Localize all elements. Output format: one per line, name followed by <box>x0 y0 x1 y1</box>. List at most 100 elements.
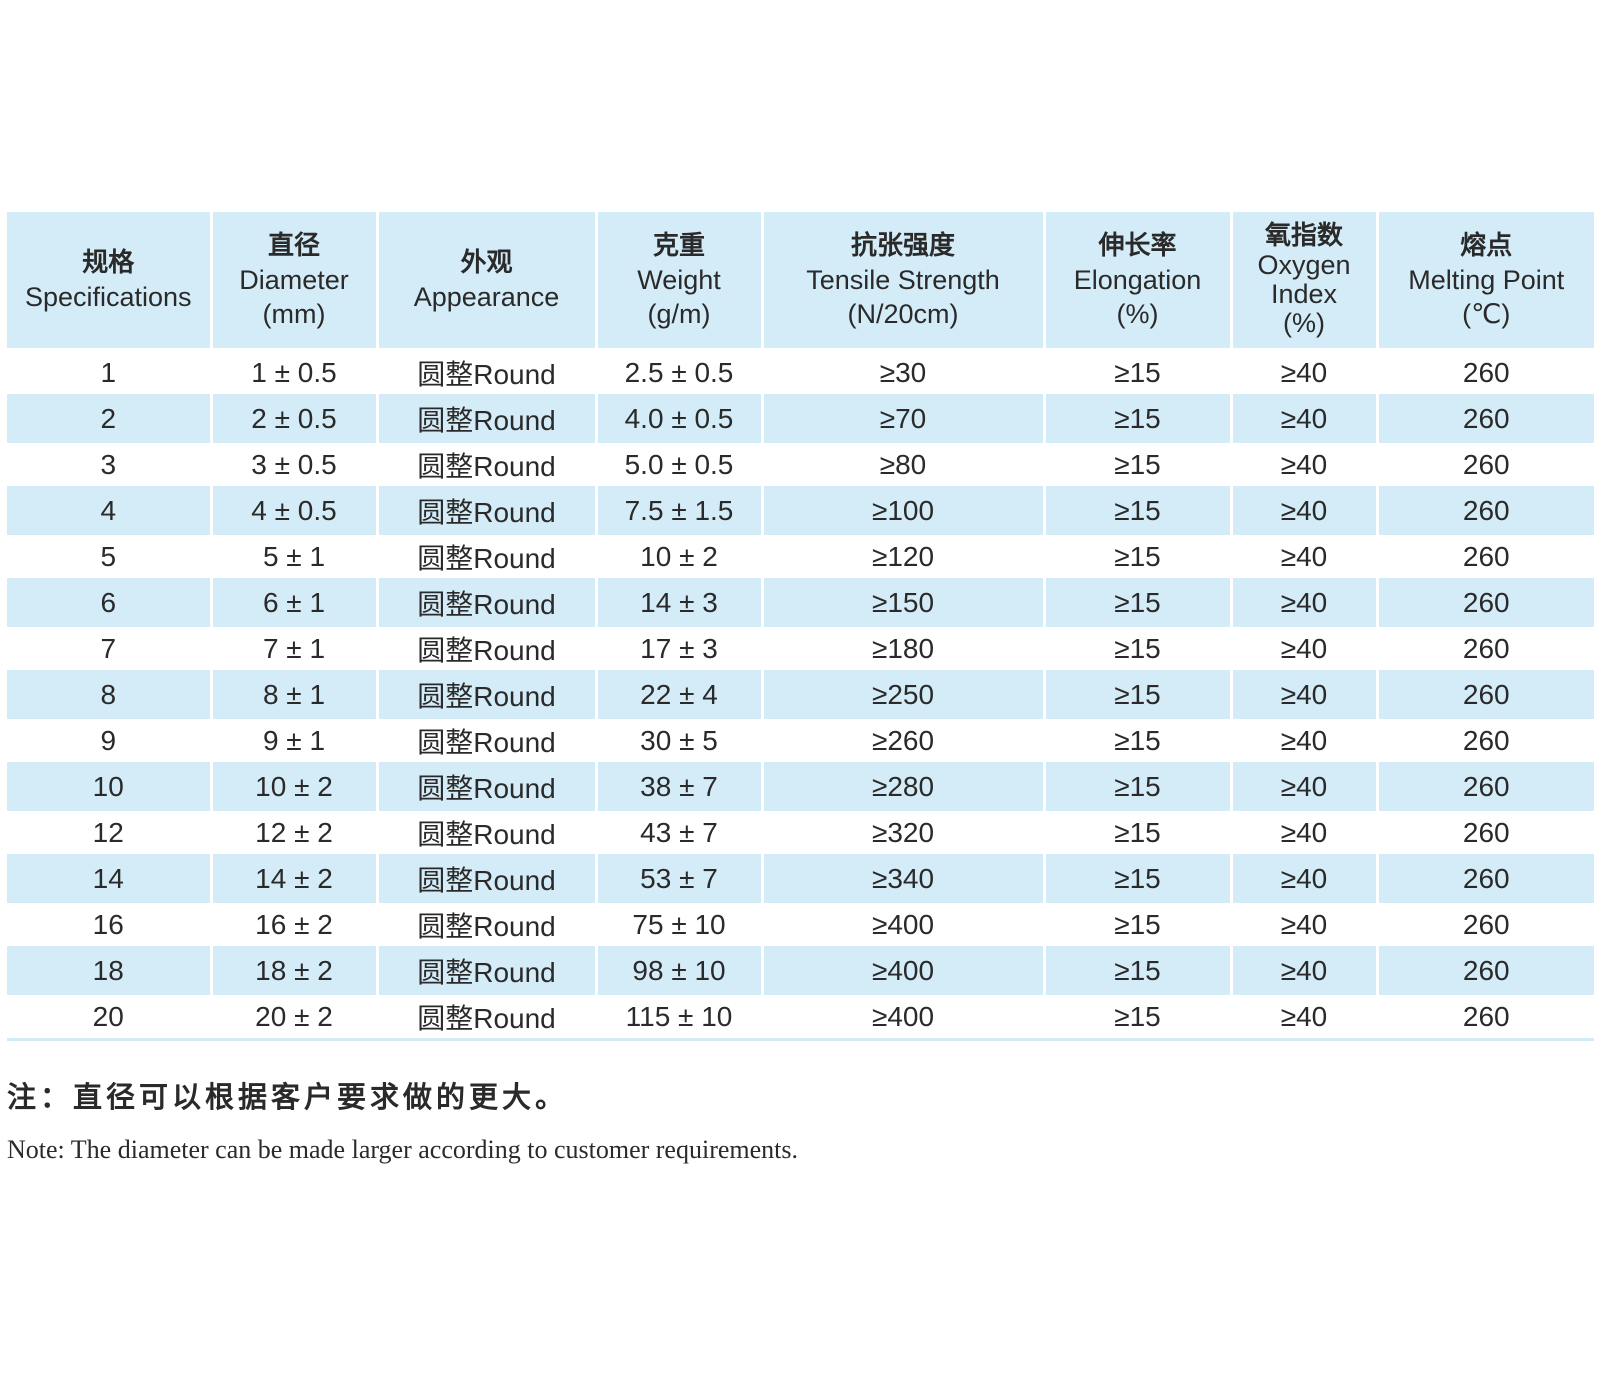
cell-weight: 4.0 ± 0.5 <box>594 394 762 442</box>
cell-tensile-strength: ≥320 <box>760 808 1044 856</box>
header-label-en: Specifications <box>24 282 192 312</box>
cell-diameter: 6 ± 1 <box>209 578 377 626</box>
note-english: Note: The diameter can be made larger ac… <box>7 1135 798 1164</box>
cell-elongation: ≥15 <box>1042 946 1231 994</box>
table-row: 16 16 ± 2 圆整Round 75 ± 10 ≥400 ≥15 ≥40 260 <box>7 900 1594 948</box>
cell-appearance: 圆整Round <box>375 808 596 856</box>
cell-tensile-strength: ≥180 <box>760 624 1044 672</box>
cell-diameter: 4 ± 0.5 <box>209 486 377 534</box>
cell-elongation: ≥15 <box>1042 808 1231 856</box>
cell-melting-point: 260 <box>1375 762 1594 810</box>
header-weight: 克重 Weight (g/m) <box>594 212 762 351</box>
cell-tensile-strength: ≥250 <box>760 670 1044 718</box>
table-row: 14 14 ± 2 圆整Round 53 ± 7 ≥340 ≥15 ≥40 260 <box>7 854 1594 902</box>
cell-specification: 6 <box>7 578 211 626</box>
cell-oxygen-index: ≥40 <box>1229 532 1377 580</box>
cell-oxygen-index: ≥40 <box>1229 762 1377 810</box>
header-label-en: Elongation <box>1073 265 1202 295</box>
header-label-zh: 抗张强度 <box>850 231 955 261</box>
cell-tensile-strength: ≥150 <box>760 578 1044 626</box>
cell-elongation: ≥15 <box>1042 578 1231 626</box>
cell-weight: 98 ± 10 <box>594 946 762 994</box>
cell-diameter: 7 ± 1 <box>209 624 377 672</box>
cell-oxygen-index: ≥40 <box>1229 946 1377 994</box>
cell-appearance: 圆整Round <box>375 854 596 902</box>
cell-weight: 7.5 ± 1.5 <box>594 486 762 534</box>
header-label-zh: 克重 <box>652 231 705 261</box>
header-label-en: Index <box>1270 279 1338 309</box>
cell-appearance: 圆整Round <box>375 486 596 534</box>
cell-tensile-strength: ≥340 <box>760 854 1044 902</box>
cell-elongation: ≥15 <box>1042 854 1231 902</box>
header-label-zh: 直径 <box>267 231 320 261</box>
cell-melting-point: 260 <box>1375 716 1594 764</box>
header-label-en: Oxygen <box>1257 250 1351 280</box>
cell-oxygen-index: ≥40 <box>1229 992 1377 1041</box>
header-label-zh: 伸长率 <box>1098 231 1177 261</box>
cell-melting-point: 260 <box>1375 854 1594 902</box>
cell-specification: 2 <box>7 394 211 442</box>
cell-melting-point: 260 <box>1375 624 1594 672</box>
cell-diameter: 1 ± 0.5 <box>209 348 377 396</box>
cell-elongation: ≥15 <box>1042 348 1231 396</box>
note-chinese: 注：直径可以根据客户要求做的更大。 <box>7 1080 569 1114</box>
cell-melting-point: 260 <box>1375 808 1594 856</box>
table-row: 18 18 ± 2 圆整Round 98 ± 10 ≥400 ≥15 ≥40 260 <box>7 946 1594 994</box>
cell-elongation: ≥15 <box>1042 716 1231 764</box>
cell-specification: 14 <box>7 854 211 902</box>
cell-appearance: 圆整Round <box>375 992 596 1041</box>
cell-oxygen-index: ≥40 <box>1229 578 1377 626</box>
cell-tensile-strength: ≥260 <box>760 716 1044 764</box>
header-label-en: (%) <box>1116 299 1159 329</box>
cell-appearance: 圆整Round <box>375 578 596 626</box>
header-label-en: Appearance <box>413 282 560 312</box>
cell-oxygen-index: ≥40 <box>1229 716 1377 764</box>
cell-melting-point: 260 <box>1375 440 1594 488</box>
cell-oxygen-index: ≥40 <box>1229 900 1377 948</box>
cell-tensile-strength: ≥100 <box>760 486 1044 534</box>
cell-weight: 17 ± 3 <box>594 624 762 672</box>
cell-elongation: ≥15 <box>1042 532 1231 580</box>
cell-specification: 10 <box>7 762 211 810</box>
cell-elongation: ≥15 <box>1042 992 1231 1041</box>
cell-appearance: 圆整Round <box>375 532 596 580</box>
cell-oxygen-index: ≥40 <box>1229 624 1377 672</box>
cell-specification: 1 <box>7 348 211 396</box>
header-specifications: 规格 Specifications <box>7 212 211 351</box>
header-diameter: 直径 Diameter (mm) <box>209 212 377 351</box>
cell-oxygen-index: ≥40 <box>1229 394 1377 442</box>
cell-specification: 8 <box>7 670 211 718</box>
cell-melting-point: 260 <box>1375 992 1594 1041</box>
cell-specification: 12 <box>7 808 211 856</box>
header-label-zh: 氧指数 <box>1264 221 1343 251</box>
specifications-table: 规格 Specifications 直径 Diameter (mm) 外观 Appearan… <box>7 212 1594 1041</box>
cell-tensile-strength: ≥30 <box>760 348 1044 396</box>
header-elongation: 伸长率 Elongation (%) <box>1042 212 1231 351</box>
header-tensile-strength: 抗张强度 Tensile Strength (N/20cm) <box>760 212 1044 351</box>
cell-elongation: ≥15 <box>1042 394 1231 442</box>
cell-tensile-strength: ≥80 <box>760 440 1044 488</box>
header-label-en: Melting Point <box>1408 265 1565 295</box>
header-label-en: (%) <box>1283 308 1325 338</box>
cell-diameter: 18 ± 2 <box>209 946 377 994</box>
cell-diameter: 5 ± 1 <box>209 532 377 580</box>
cell-oxygen-index: ≥40 <box>1229 808 1377 856</box>
cell-appearance: 圆整Round <box>375 348 596 396</box>
cell-tensile-strength: ≥400 <box>760 992 1044 1041</box>
cell-diameter: 14 ± 2 <box>209 854 377 902</box>
header-label-en: Tensile Strength <box>806 265 1000 295</box>
cell-tensile-strength: ≥120 <box>760 532 1044 580</box>
cell-weight: 14 ± 3 <box>594 578 762 626</box>
cell-oxygen-index: ≥40 <box>1229 854 1377 902</box>
header-label-zh: 熔点 <box>1460 231 1513 261</box>
cell-appearance: 圆整Round <box>375 670 596 718</box>
cell-weight: 10 ± 2 <box>594 532 762 580</box>
